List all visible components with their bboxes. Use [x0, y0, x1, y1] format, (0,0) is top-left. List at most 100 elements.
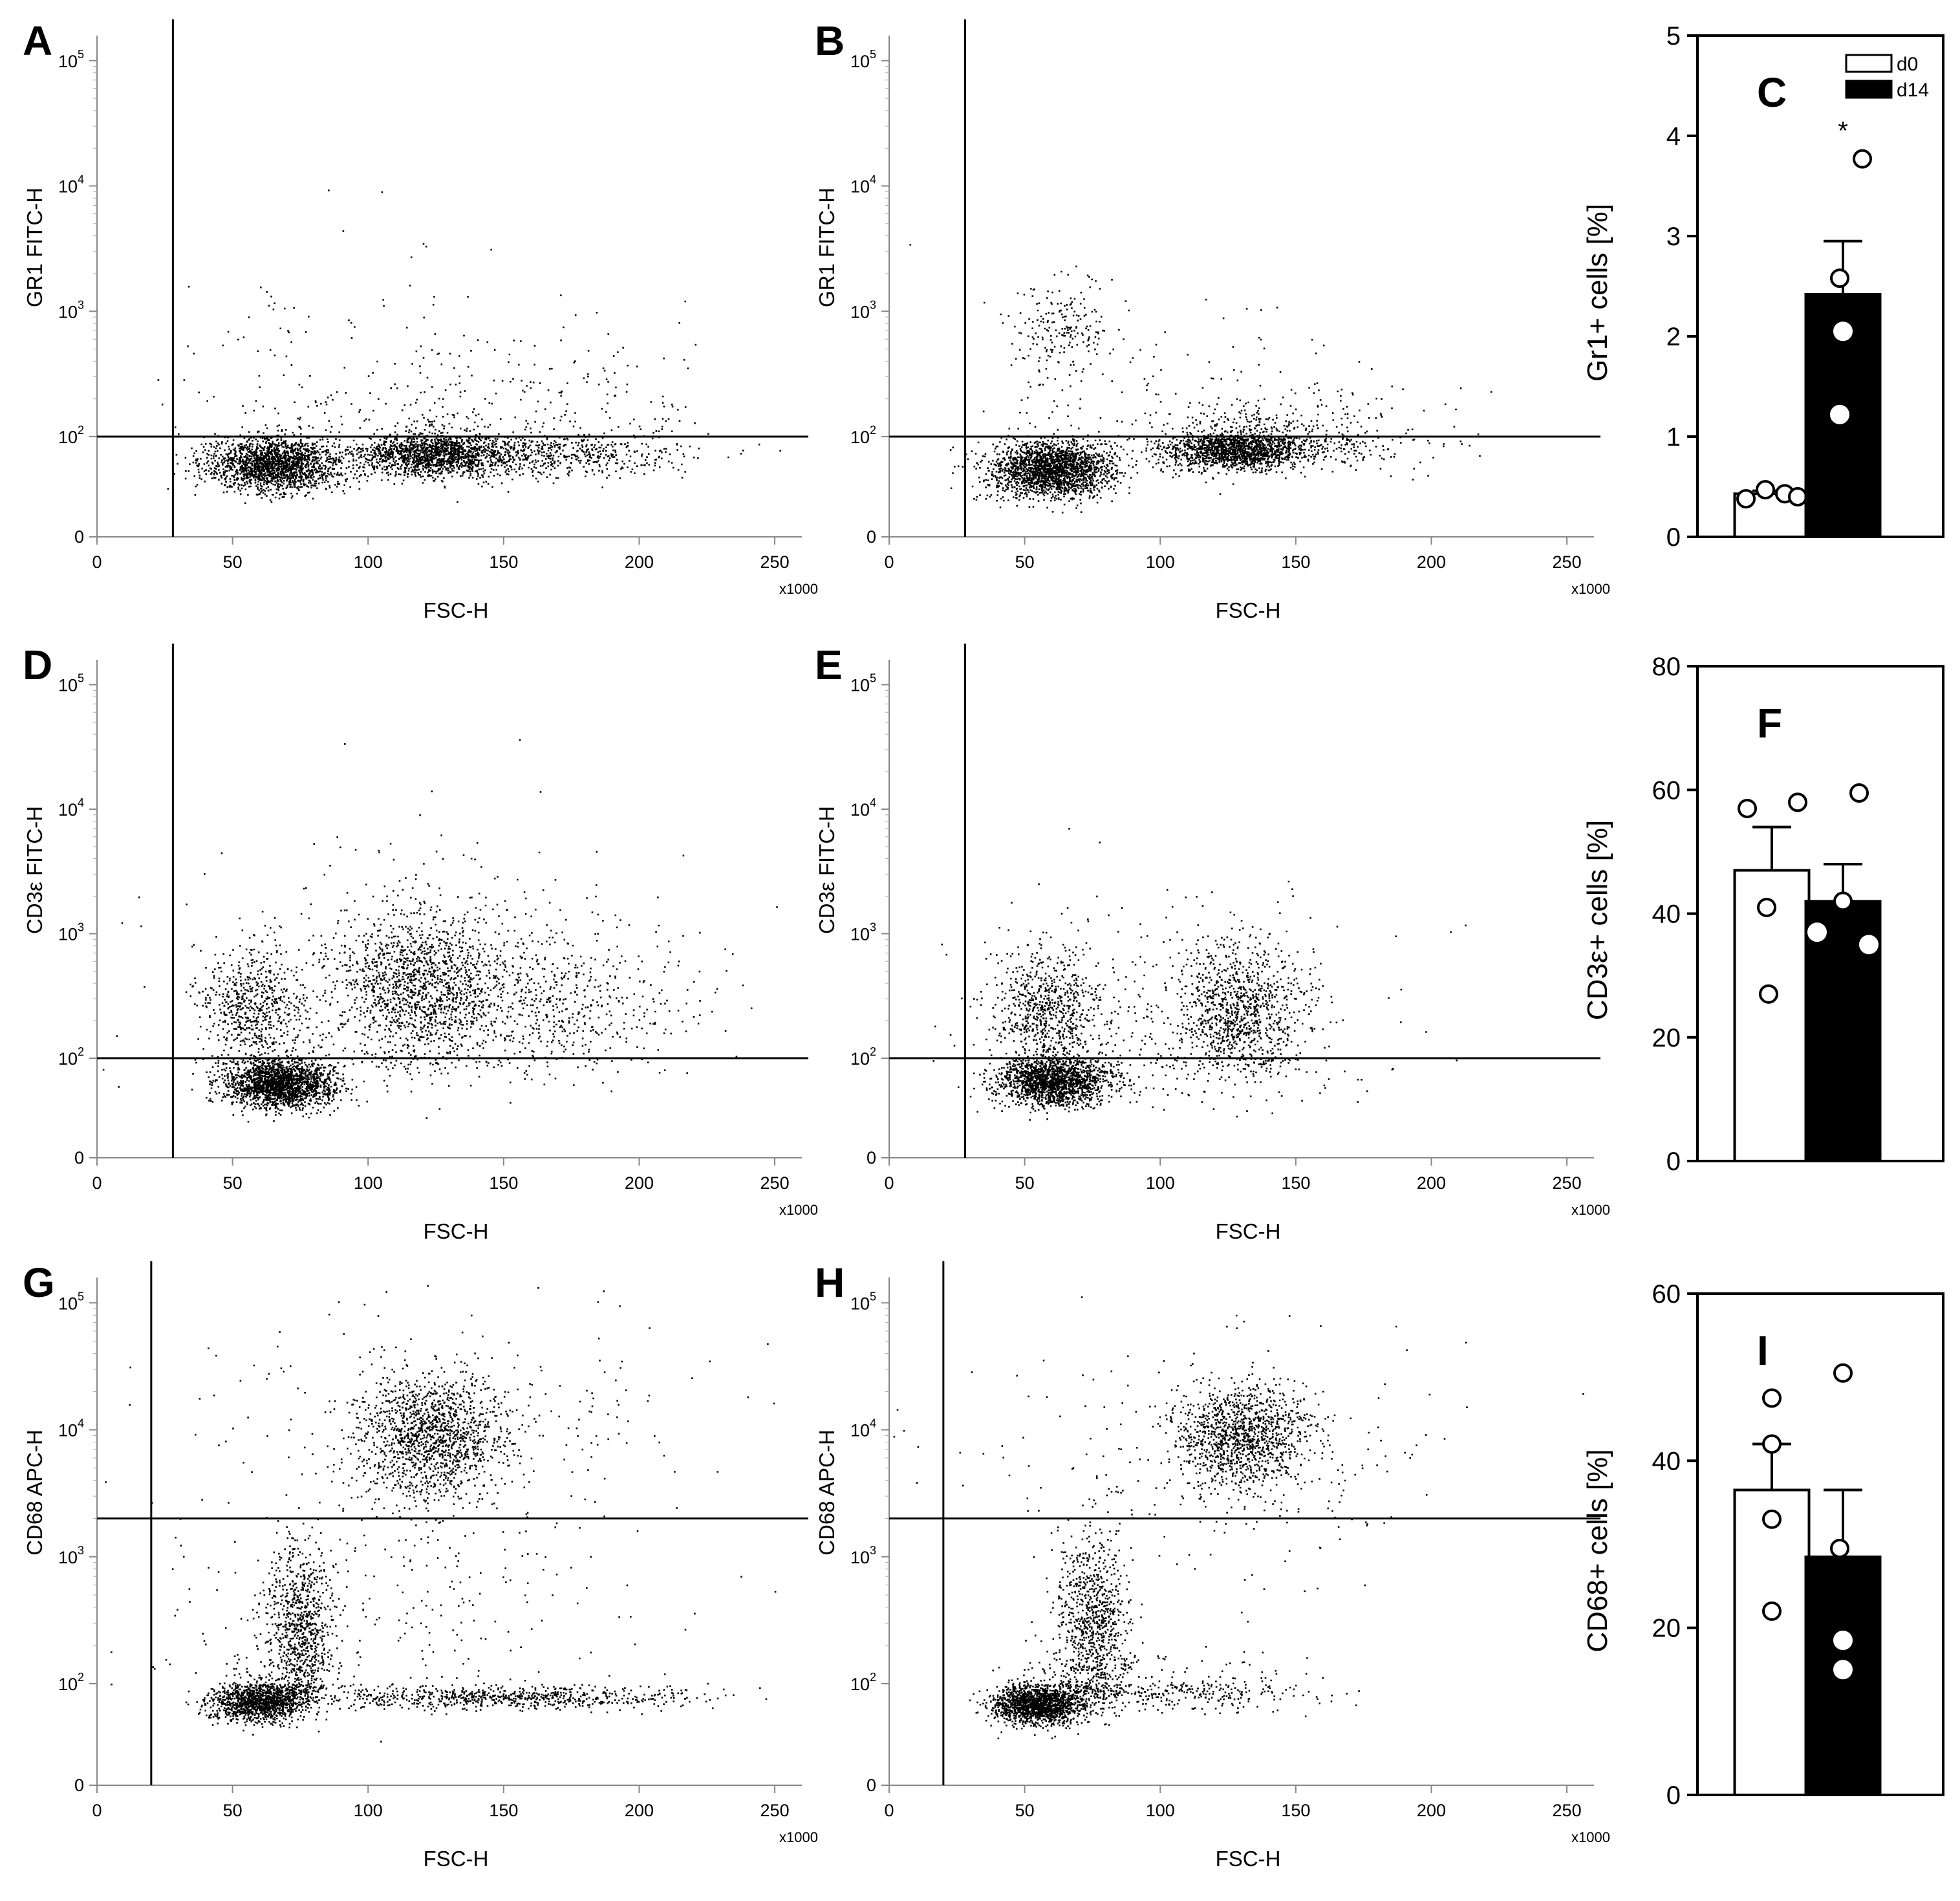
x-tick-label: 100 — [1146, 1173, 1175, 1193]
y-axis-label: CD68 APC-H — [815, 1429, 839, 1555]
bar-panel-c: 0 1 2 3 4 5 Gr1+ cells [%] C * d0 d14 — [1582, 22, 1944, 552]
y-tick-label: 10 — [850, 800, 870, 820]
x-tick-label: 200 — [1417, 552, 1446, 572]
x-axis-label: FSC-H — [424, 1847, 489, 1871]
y-axis-label: CD3ε+ cells [%] — [1582, 820, 1613, 1020]
x-tick-label: 150 — [1281, 1801, 1310, 1820]
y-tick-label: 10 — [58, 52, 78, 71]
data-point-fill — [1836, 1662, 1850, 1677]
data-point — [1833, 1363, 1853, 1383]
event-dots — [909, 244, 1492, 514]
y-tick-exponent: 5 — [870, 48, 876, 61]
x-tick-label: 0 — [884, 552, 894, 572]
x-multiplier: x1000 — [779, 581, 818, 597]
data-point — [1833, 891, 1853, 911]
y-tick-label: 10 — [58, 302, 78, 321]
data-point — [1762, 1434, 1782, 1454]
y-tick-exponent: 5 — [870, 672, 876, 685]
x-tick-label: 150 — [1281, 552, 1310, 572]
y-tick-exponent: 3 — [870, 298, 876, 311]
x-tick-label: 200 — [1417, 1801, 1446, 1820]
data-point-fill — [1836, 1633, 1850, 1648]
legend-swatch-d0 — [1845, 54, 1893, 73]
x-axis-label: FSC-H — [1216, 1847, 1281, 1871]
panel-letter: A — [23, 17, 52, 64]
x-axis-label: FSC-H — [1216, 598, 1281, 622]
y-tick-label: 0 — [74, 1776, 84, 1795]
y-tick-exponent: 2 — [78, 1045, 84, 1058]
y-tick-label: 0 — [1666, 523, 1681, 552]
y-tick-label: 10 — [58, 1548, 78, 1567]
y-tick-label: 0 — [867, 1148, 876, 1168]
y-tick-exponent: 2 — [78, 1671, 84, 1684]
y-tick-label: 10 — [58, 925, 78, 944]
y-tick-label: 1 — [1666, 423, 1681, 451]
data-point — [1762, 1601, 1782, 1621]
y-tick-exponent: 3 — [78, 298, 84, 311]
x-tick-label: 50 — [1015, 1173, 1035, 1193]
y-tick-exponent: 3 — [78, 921, 84, 934]
data-point — [1738, 798, 1757, 818]
y-tick-label: 10 — [58, 1294, 78, 1313]
x-tick-label: 0 — [92, 1173, 102, 1193]
y-tick-label: 10 — [58, 676, 78, 695]
legend-swatch-d14 — [1845, 80, 1893, 99]
x-tick-label: 200 — [625, 552, 654, 572]
y-tick-exponent: 4 — [78, 173, 84, 186]
y-tick-exponent: 5 — [78, 672, 84, 685]
y-tick-label: 0 — [74, 527, 84, 547]
y-tick-label: 10 — [58, 800, 78, 820]
x-tick-label: 250 — [1553, 1173, 1582, 1193]
y-tick-label: 5 — [1666, 22, 1681, 50]
panel-letter: H — [815, 1259, 845, 1306]
x-tick-label: 100 — [354, 1173, 383, 1193]
x-tick-label: 100 — [1146, 552, 1175, 572]
y-tick-exponent: 5 — [78, 48, 84, 61]
event-dots — [105, 1285, 777, 1743]
data-point — [1830, 268, 1849, 288]
data-point-fill — [1836, 324, 1850, 339]
data-point — [1756, 480, 1775, 500]
y-tick-exponent: 2 — [78, 424, 84, 437]
x-multiplier: x1000 — [1571, 1829, 1610, 1845]
bar-panel-f: 0 20 40 60 80 CD3ε+ cells [%] F — [1582, 653, 1944, 1176]
x-tick-label: 50 — [1015, 552, 1035, 572]
x-tick-label: 150 — [1281, 1173, 1310, 1193]
y-tick-label: 0 — [1666, 1781, 1681, 1810]
x-tick-label: 250 — [760, 552, 790, 572]
y-tick-label: 2 — [1666, 323, 1681, 351]
x-tick-label: 100 — [1146, 1801, 1175, 1820]
y-tick-exponent: 2 — [870, 1671, 876, 1684]
x-axis-label: FSC-H — [424, 598, 489, 622]
x-tick-label: 250 — [1553, 552, 1582, 572]
x-multiplier: x1000 — [1571, 581, 1610, 597]
x-tick-label: 100 — [354, 552, 383, 572]
data-point — [1788, 792, 1807, 812]
panel-letter: C — [1757, 69, 1787, 116]
y-tick-label: 10 — [850, 1675, 870, 1694]
y-tick-exponent: 5 — [870, 1290, 876, 1303]
y-tick-label: 10 — [850, 925, 870, 944]
y-tick-label: 3 — [1666, 223, 1681, 251]
y-tick-label: 10 — [850, 1294, 870, 1313]
panel-letter: B — [815, 17, 845, 64]
y-axis-label: GR1 FITC-H — [23, 188, 47, 307]
event-dots — [102, 739, 778, 1123]
x-axis-label: FSC-H — [424, 1219, 489, 1243]
data-point — [1757, 897, 1776, 917]
x-tick-label: 0 — [92, 1801, 102, 1820]
y-tick-label: 10 — [850, 676, 870, 695]
event-dots — [157, 190, 782, 505]
y-tick-exponent: 4 — [78, 1417, 84, 1430]
y-tick-exponent: 3 — [870, 921, 876, 934]
y-tick-label: 0 — [74, 1148, 84, 1168]
panel-letter: G — [23, 1259, 55, 1306]
y-tick-label: 10 — [58, 177, 78, 197]
data-point — [1830, 1538, 1849, 1558]
data-point — [1788, 487, 1807, 506]
